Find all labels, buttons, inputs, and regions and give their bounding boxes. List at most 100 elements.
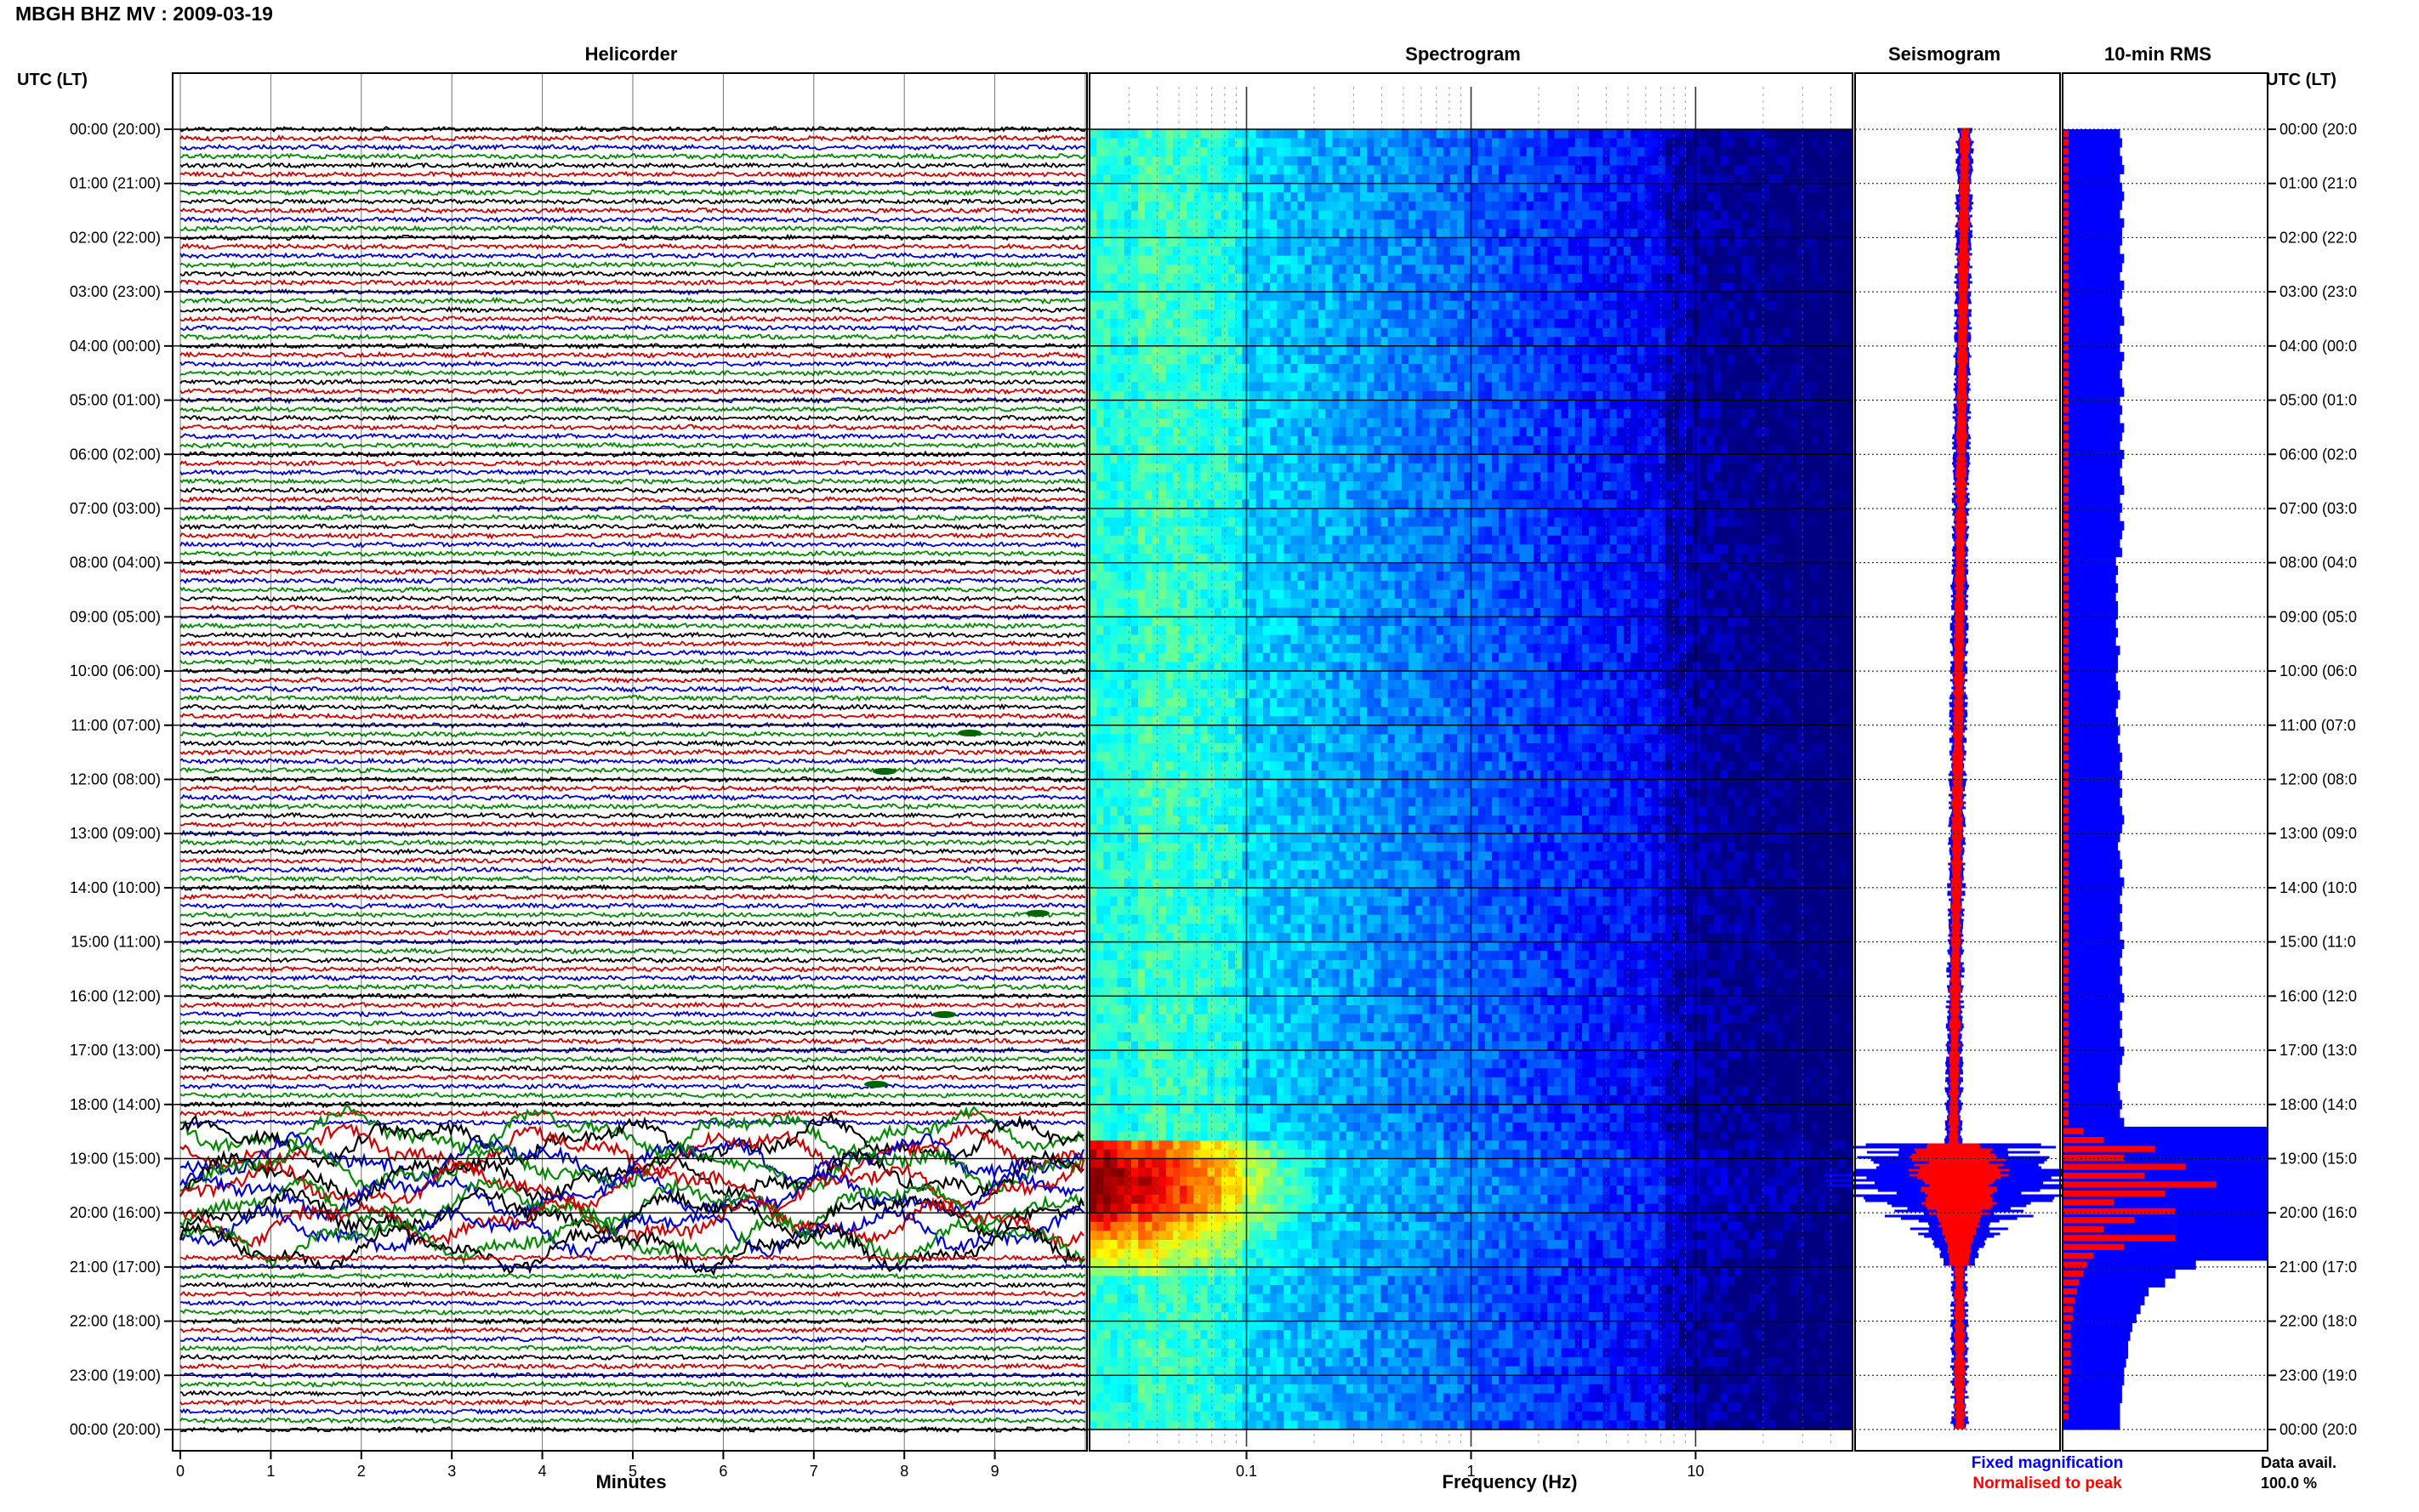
spectrogram-cell (1748, 463, 1756, 474)
spectrogram-cell (1838, 364, 1847, 374)
spectrogram-cell (1477, 282, 1486, 293)
spectrogram-cell (1727, 228, 1735, 238)
spectrogram-cell (1207, 247, 1215, 257)
spectrogram-cell (1130, 490, 1139, 500)
spectrogram-cell (1755, 472, 1763, 482)
spectrogram-cell (1776, 327, 1784, 338)
spectrogram-cell (1471, 382, 1479, 392)
spectrogram-cell (1255, 509, 1264, 519)
spectrogram-cell (1235, 156, 1243, 167)
spectrogram-cell (1346, 463, 1354, 474)
spectrogram-cell (1096, 201, 1104, 212)
spectrogram-cell (1318, 372, 1326, 383)
spectrogram-cell (1699, 481, 1708, 492)
spectrogram-cell (1637, 292, 1645, 302)
spectrogram-cell (1727, 364, 1735, 374)
spectrogram-cell (1387, 382, 1396, 392)
spectrogram-cell (1554, 319, 1562, 329)
spectrogram-cell (1380, 138, 1389, 148)
spectrogram-cell (1803, 372, 1812, 383)
spectrogram-cell (1644, 382, 1653, 392)
spectrogram-cell (1290, 129, 1299, 139)
spectrogram-cell (1228, 463, 1236, 474)
spectrogram-cell (1311, 300, 1319, 310)
spectrogram-cell (1172, 355, 1181, 365)
spectrogram-cell (1658, 372, 1666, 383)
spectrogram-cell (1554, 463, 1562, 474)
spectrogram-cell (1429, 201, 1437, 212)
spectrogram-cell (1090, 436, 1097, 446)
spectrogram-cell (1693, 147, 1701, 157)
spectrogram-cell (1214, 273, 1222, 284)
spectrogram-cell (1096, 454, 1104, 464)
spectrogram-cell (1283, 490, 1292, 500)
spectrogram-cell (1845, 183, 1853, 193)
spectrogram-cell (1172, 156, 1181, 167)
spectrogram-cell (1477, 355, 1486, 365)
spectrogram-cell (1727, 517, 1735, 527)
spectrogram-cell (1637, 364, 1645, 374)
spectrogram-cell (1325, 264, 1334, 275)
spectrogram-cell (1352, 138, 1361, 148)
spectrogram-cell (1152, 264, 1160, 275)
spectrogram-cell (1262, 273, 1271, 284)
spectrogram-cell (1402, 192, 1409, 202)
spectrogram-cell (1574, 490, 1583, 500)
spectrogram-cell (1103, 319, 1112, 329)
spectrogram-cell (1616, 372, 1625, 383)
spectrogram-cell (1602, 183, 1611, 193)
spectrogram-cell (1297, 264, 1306, 275)
spectrogram-cell (1533, 138, 1541, 148)
spectrogram-cell (1651, 174, 1659, 185)
spectrogram-cell (1214, 390, 1222, 401)
spectrogram-cell (1818, 292, 1825, 302)
spectrogram-cell (1721, 255, 1728, 265)
spectrogram-cell (1249, 409, 1257, 419)
spectrogram-cell (1790, 445, 1798, 455)
spectrogram-cell (1727, 481, 1735, 492)
spectrogram-cell (1207, 382, 1215, 392)
spectrogram-cell (1193, 517, 1202, 527)
spectrogram-cell (1679, 472, 1687, 482)
spectrogram-cell (1124, 535, 1132, 545)
spectrogram-cell (1207, 237, 1215, 247)
spectrogram-cell (1436, 300, 1444, 310)
spectrogram-cell (1380, 436, 1389, 446)
spectrogram-cell (1325, 282, 1334, 293)
spectrogram-cell (1339, 517, 1347, 527)
spectrogram-cell (1616, 509, 1625, 519)
spectrogram-cell (1471, 355, 1479, 365)
spectrogram-cell (1492, 210, 1500, 220)
spectrogram-cell (1505, 355, 1514, 365)
spectrogram-cell (1631, 472, 1638, 482)
spectrogram-cell (1103, 129, 1112, 139)
spectrogram-cell (1769, 219, 1777, 230)
spectrogram-cell (1387, 247, 1396, 257)
spectrogram-cell (1477, 372, 1486, 383)
spectrogram-cell (1380, 255, 1389, 265)
spectrogram-cell (1332, 174, 1340, 185)
spectrogram-cell (1721, 436, 1728, 446)
spectrogram-cell (1422, 409, 1431, 419)
spectrogram-cell (1526, 390, 1534, 401)
spectrogram-cell (1221, 282, 1229, 293)
spectrogram-cell (1304, 499, 1312, 509)
spectrogram-cell (1582, 156, 1590, 167)
spectrogram-cell (1818, 319, 1825, 329)
spectrogram-cell (1352, 327, 1361, 338)
spectrogram-cell (1665, 463, 1673, 474)
spectrogram-cell (1582, 192, 1590, 202)
spectrogram-cell (1138, 535, 1146, 545)
spectrogram-cell (1152, 490, 1160, 500)
spectrogram-cell (1360, 427, 1368, 437)
spectrogram-cell (1783, 247, 1791, 257)
spectrogram-cell (1200, 310, 1209, 320)
spectrogram-cell (1090, 409, 1097, 419)
spectrogram-cell (1582, 282, 1590, 293)
spectrogram-cell (1360, 355, 1368, 365)
spectrogram-cell (1574, 310, 1583, 320)
spectrogram-cell (1450, 237, 1458, 247)
spectrogram-cell (1713, 481, 1722, 492)
spectrogram-cell (1492, 390, 1500, 401)
spectrogram-cell (1492, 490, 1500, 500)
